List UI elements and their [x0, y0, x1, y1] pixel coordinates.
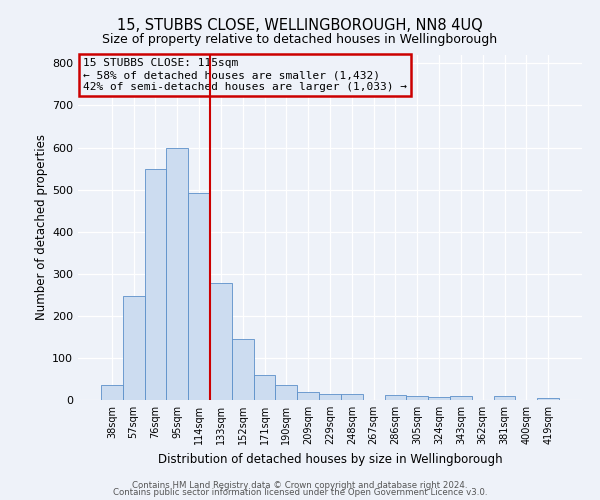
Text: Contains public sector information licensed under the Open Government Licence v3: Contains public sector information licen…: [113, 488, 487, 497]
Bar: [319, 394, 341, 400]
Bar: [297, 392, 319, 400]
Bar: [210, 283, 232, 400]
Bar: [166, 148, 188, 400]
Text: Size of property relative to detached houses in Wellingborough: Size of property relative to detached ho…: [103, 32, 497, 46]
Bar: [450, 396, 472, 400]
Text: Contains HM Land Registry data © Crown copyright and database right 2024.: Contains HM Land Registry data © Crown c…: [132, 480, 468, 490]
Bar: [494, 396, 515, 400]
X-axis label: Distribution of detached houses by size in Wellingborough: Distribution of detached houses by size …: [158, 452, 502, 466]
Text: 15 STUBBS CLOSE: 115sqm
← 58% of detached houses are smaller (1,432)
42% of semi: 15 STUBBS CLOSE: 115sqm ← 58% of detache…: [83, 58, 407, 92]
Bar: [385, 395, 406, 400]
Bar: [254, 375, 275, 400]
Bar: [537, 398, 559, 400]
Bar: [275, 386, 297, 400]
Bar: [145, 170, 166, 400]
Bar: [341, 394, 363, 400]
Bar: [428, 396, 450, 400]
Bar: [101, 386, 123, 400]
Bar: [232, 339, 254, 400]
Bar: [406, 396, 428, 400]
Text: 15, STUBBS CLOSE, WELLINGBOROUGH, NN8 4UQ: 15, STUBBS CLOSE, WELLINGBOROUGH, NN8 4U…: [117, 18, 483, 32]
Bar: [188, 192, 210, 400]
Bar: [123, 296, 145, 400]
Y-axis label: Number of detached properties: Number of detached properties: [35, 134, 48, 320]
